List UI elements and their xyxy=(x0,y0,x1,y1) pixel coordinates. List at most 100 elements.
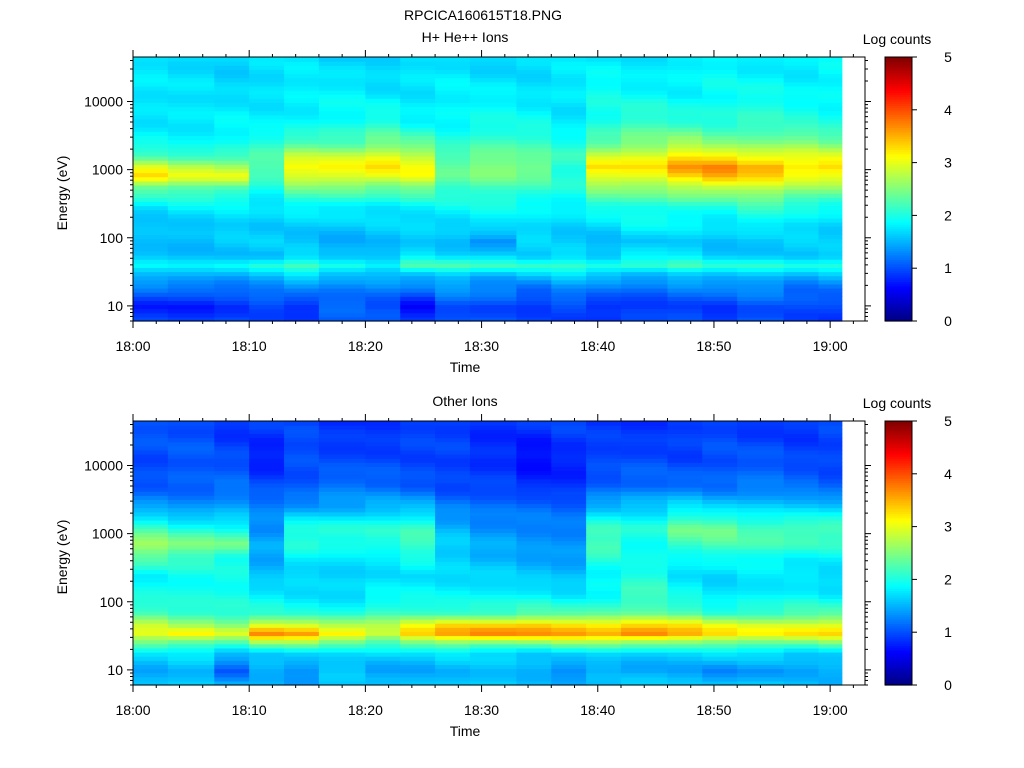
heatmap-cell xyxy=(435,234,471,240)
heatmap-cell xyxy=(249,197,285,202)
heatmap-cell xyxy=(214,275,250,281)
heatmap-cell xyxy=(400,106,436,112)
heatmap-cell xyxy=(318,176,366,182)
heatmap-cell xyxy=(214,676,250,682)
heatmap-cell xyxy=(435,515,471,521)
heatmap-cell xyxy=(551,520,587,525)
heatmap-cell xyxy=(214,77,250,83)
heatmap-cell xyxy=(516,553,552,558)
heatmap-cell xyxy=(214,279,250,285)
heatmap-cell xyxy=(284,230,320,235)
heatmap-cell xyxy=(469,189,518,194)
heatmap-cell xyxy=(702,503,738,509)
heatmap-cell xyxy=(783,503,820,509)
heatmap-cell xyxy=(551,127,587,132)
heatmap-cell xyxy=(167,259,215,264)
heatmap-cell xyxy=(318,135,366,141)
heatmap-cell xyxy=(214,263,250,268)
colorbar-segment xyxy=(885,665,912,668)
heatmap-cell xyxy=(586,499,622,505)
heatmap-cell xyxy=(551,676,587,682)
heatmap-cell xyxy=(365,222,401,227)
colorbar-tick-label: 2 xyxy=(944,571,952,587)
heatmap-cell xyxy=(469,499,518,505)
heatmap-cell xyxy=(133,106,169,112)
heatmap-cell xyxy=(435,520,471,525)
colorbar-segment xyxy=(885,283,912,287)
heatmap-cell xyxy=(469,304,518,310)
colorbar-segment xyxy=(885,528,912,532)
colorbar-segment xyxy=(885,440,912,444)
heatmap-cell xyxy=(249,110,285,116)
heatmap-cell xyxy=(783,602,820,608)
heatmap-cell xyxy=(516,470,552,476)
heatmap-cell xyxy=(214,197,250,202)
colorbar-segment xyxy=(885,228,912,232)
heatmap-cell xyxy=(318,598,366,604)
heatmap-cell xyxy=(737,586,785,591)
heatmap-cell xyxy=(621,606,669,612)
heatmap-cell xyxy=(667,573,703,579)
heatmap-cell xyxy=(667,623,703,628)
heatmap-cell xyxy=(133,300,169,306)
colorbar-tick-label: 5 xyxy=(944,413,952,429)
heatmap-cell xyxy=(167,308,215,314)
heatmap-cell xyxy=(586,569,622,575)
heatmap-cell xyxy=(737,507,785,513)
heatmap-cell xyxy=(551,263,587,268)
heatmap-cell xyxy=(621,594,669,599)
heatmap-cell xyxy=(783,114,820,120)
heatmap-cell xyxy=(667,118,703,124)
heatmap-cell xyxy=(783,288,820,293)
heatmap-cell xyxy=(737,499,785,505)
heatmap-cell xyxy=(586,619,622,624)
heatmap-cell xyxy=(551,528,587,533)
heatmap-cell xyxy=(469,536,518,542)
figure-title: RPCICA160615T18.PNG xyxy=(404,7,562,23)
heatmap-cell xyxy=(586,283,622,289)
heatmap-cell xyxy=(214,590,250,595)
heatmap-cell xyxy=(365,275,401,281)
heatmap-cell xyxy=(621,610,669,616)
heatmap-cell xyxy=(551,217,587,223)
heatmap-cell xyxy=(667,81,703,87)
heatmap-cell xyxy=(551,652,587,657)
heatmap-cell xyxy=(621,201,669,207)
colorbar-segment xyxy=(885,597,912,600)
heatmap-cell xyxy=(469,660,518,665)
heatmap-cell xyxy=(133,279,169,285)
heatmap-cell xyxy=(167,85,215,91)
heatmap-cell xyxy=(214,619,250,624)
heatmap-cell xyxy=(516,94,552,99)
heatmap-cell xyxy=(516,557,552,562)
heatmap-cell xyxy=(249,61,285,66)
heatmap-cell xyxy=(284,573,320,579)
heatmap-cell xyxy=(249,581,285,587)
heatmap-cell xyxy=(284,672,320,678)
heatmap-cell xyxy=(284,106,320,112)
heatmap-cell xyxy=(167,577,215,583)
colorbar-segment xyxy=(885,526,912,530)
heatmap-cell xyxy=(783,106,820,112)
heatmap-cell xyxy=(818,205,843,211)
heatmap-cell xyxy=(318,267,366,273)
colorbar-segment xyxy=(885,85,912,89)
heatmap-cell xyxy=(400,81,436,87)
colorbar-segment xyxy=(885,434,912,437)
heatmap-cell xyxy=(551,458,587,463)
heatmap-cell xyxy=(435,85,471,91)
heatmap-cell xyxy=(167,532,215,538)
heatmap-cell xyxy=(214,164,250,169)
heatmap-cell xyxy=(469,454,518,459)
heatmap-cell xyxy=(365,623,401,628)
heatmap-cell xyxy=(818,466,843,472)
heatmap-cell xyxy=(400,292,436,297)
heatmap-cell xyxy=(586,110,622,116)
heatmap-cell xyxy=(469,478,518,484)
heatmap-cell xyxy=(783,660,820,665)
heatmap-cell xyxy=(818,610,843,616)
heatmap-cell xyxy=(284,577,320,583)
heatmap-cell xyxy=(551,143,587,149)
heatmap-cell xyxy=(469,168,518,174)
colorbar-segment xyxy=(885,147,912,150)
